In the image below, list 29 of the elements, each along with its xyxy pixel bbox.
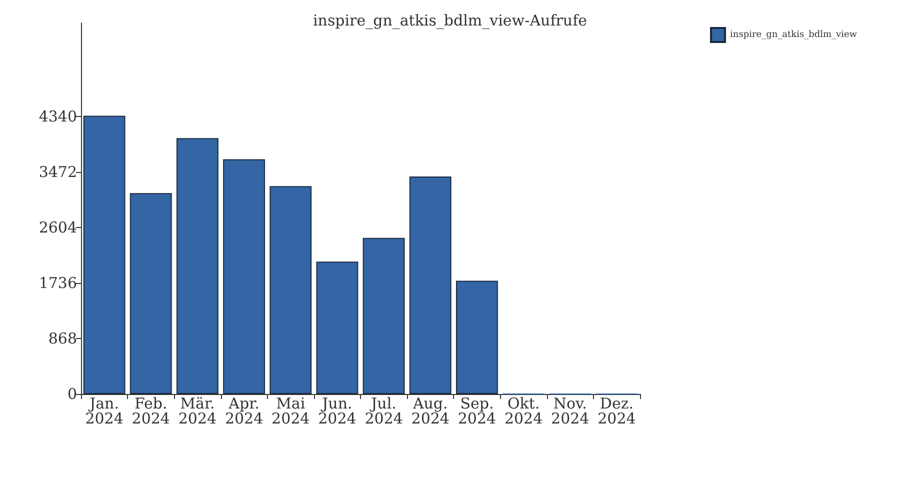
- x-tick-label: Aug. 2024: [411, 394, 450, 428]
- x-tick-label: Jul. 2024: [364, 394, 403, 428]
- chart-title: inspire_gn_atkis_bdlm_view-Aufrufe: [312, 12, 588, 30]
- x-tick-label: Jun. 2024: [318, 394, 356, 428]
- bar: [456, 280, 498, 394]
- x-tick-label: Sep. 2024: [458, 394, 496, 428]
- x-tick-label: Jan. 2024: [85, 394, 124, 428]
- y-tick-label: 1736: [38, 274, 77, 292]
- x-tick-label: Okt. 2024: [504, 394, 543, 428]
- bar: [362, 238, 405, 394]
- bar: [83, 116, 126, 394]
- x-tick-label: Feb. 2024: [132, 394, 170, 428]
- x-tick-label: Nov. 2024: [551, 394, 590, 428]
- y-tick-label: 2604: [38, 218, 77, 236]
- bar: [270, 186, 312, 394]
- legend-label: inspire_gn_atkis_bdlm_view: [730, 30, 858, 40]
- bar: [316, 262, 358, 394]
- x-tick-label: Mär. 2024: [178, 394, 217, 428]
- bar: [130, 193, 172, 394]
- x-tick-label: Dez. 2024: [598, 394, 636, 428]
- bar: [223, 159, 266, 394]
- bar: [176, 138, 218, 394]
- y-tick-label: 0: [67, 385, 77, 403]
- x-tick-label: Mai 2024: [272, 394, 310, 428]
- y-tick-label: 4340: [38, 107, 77, 126]
- x-tick-label: Apr. 2024: [224, 394, 264, 428]
- y-tick-label: 868: [48, 329, 77, 348]
- bar: [409, 176, 452, 394]
- y-tick-label: 3472: [38, 162, 77, 181]
